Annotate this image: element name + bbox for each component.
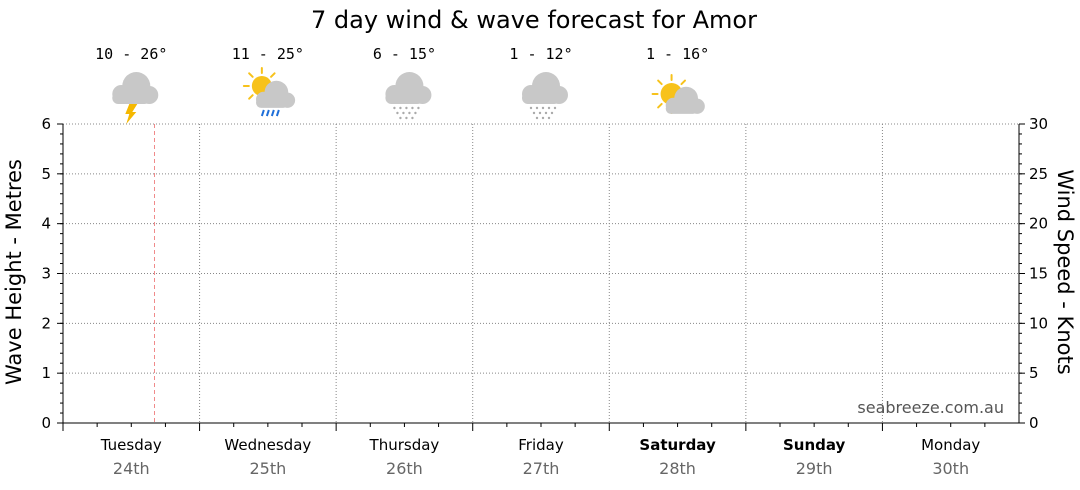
- snow-dot: [399, 116, 402, 120]
- date-label: 28th: [659, 459, 696, 478]
- cloud-base: [256, 97, 289, 108]
- sun-ray: [680, 79, 687, 86]
- temperature-label: 11 - 25°: [232, 45, 304, 63]
- day-label: Thursday: [369, 436, 440, 454]
- y2-tick-label: 10: [1029, 314, 1048, 332]
- rain-drop: [260, 109, 265, 117]
- day-label: Sunday: [783, 436, 846, 454]
- sun-ray: [657, 79, 663, 86]
- y-tick-label: 4: [41, 215, 51, 233]
- rain-drop: [270, 109, 275, 117]
- snow-dot: [529, 106, 533, 110]
- cloud-base: [112, 92, 151, 104]
- thunderstorm-cloud-icon: [112, 72, 159, 124]
- sun-cloud-rain-icon: [242, 67, 296, 117]
- snow-dot: [411, 116, 414, 120]
- date-label: 29th: [796, 459, 833, 478]
- day-label: Monday: [921, 436, 980, 454]
- date-label: 30th: [932, 459, 969, 478]
- snow-dot: [411, 106, 414, 110]
- y-axis-title: Wave Height - Metres: [2, 159, 26, 385]
- snow-dot: [396, 111, 399, 115]
- cloud-base: [665, 103, 699, 114]
- lightning-bolt: [125, 104, 138, 124]
- y2-tick-label: 20: [1029, 215, 1048, 233]
- snow-dot: [553, 106, 557, 110]
- day-label: Wednesday: [224, 436, 311, 454]
- day-label: Saturday: [639, 436, 716, 454]
- snow-dot: [393, 106, 396, 110]
- snow-dot: [408, 111, 411, 115]
- y-tick-label: 1: [41, 364, 51, 382]
- snow-dot: [414, 111, 417, 115]
- snow-dot: [547, 106, 551, 110]
- snow-dot: [405, 106, 408, 110]
- y-tick-label: 5: [41, 165, 51, 183]
- snow-dot: [417, 106, 420, 110]
- snow-cloud-icon: [385, 72, 432, 120]
- watermark: seabreeze.com.au: [857, 398, 1004, 417]
- snow-dot: [405, 116, 408, 120]
- date-label: 24th: [113, 459, 150, 478]
- rain-drop: [265, 109, 270, 117]
- temperature-label: 1 - 16°: [646, 45, 709, 63]
- sun-ray: [657, 102, 663, 109]
- temperature-label: 10 - 26°: [95, 45, 167, 63]
- cloud-base: [385, 92, 424, 104]
- sun-ray: [248, 72, 254, 78]
- y2-axis-title: Wind Speed - Knots: [1053, 169, 1077, 374]
- y-tick-label: 6: [41, 115, 51, 133]
- snow-dot: [538, 111, 542, 115]
- y2-tick-label: 0: [1029, 414, 1039, 432]
- cloud-base: [522, 92, 560, 104]
- temperature-label: 6 - 15°: [373, 45, 436, 63]
- snow-dot: [535, 106, 539, 110]
- temperature-label: 1 - 12°: [509, 45, 572, 63]
- y-tick-label: 0: [41, 414, 51, 432]
- snow-dot: [535, 116, 539, 120]
- snow-dot: [547, 116, 551, 120]
- y2-tick-label: 15: [1029, 265, 1048, 283]
- sun-ray: [248, 94, 254, 100]
- snow-dot: [550, 111, 554, 115]
- snow-dot: [541, 116, 545, 120]
- date-label: 26th: [386, 459, 423, 478]
- y2-tick-label: 5: [1029, 364, 1039, 382]
- snow-dot: [532, 111, 536, 115]
- snow-cloud-icon: [522, 72, 568, 120]
- snow-dot: [402, 111, 405, 115]
- day-label: Tuesday: [100, 436, 162, 454]
- y2-tick-label: 25: [1029, 165, 1048, 183]
- y-tick-label: 2: [41, 314, 51, 332]
- chart-title: 7 day wind & wave forecast for Amor: [311, 6, 757, 34]
- date-label: 25th: [249, 459, 286, 478]
- y2-tick-label: 30: [1029, 115, 1048, 133]
- snow-dot: [399, 106, 402, 110]
- rain-drop: [275, 109, 280, 117]
- sun-ray: [270, 72, 276, 78]
- date-label: 27th: [523, 459, 560, 478]
- day-label: Friday: [518, 436, 564, 454]
- snow-dot: [541, 106, 545, 110]
- partly-cloudy-icon: [651, 74, 705, 114]
- snow-dot: [544, 111, 548, 115]
- y-tick-label: 3: [41, 265, 51, 283]
